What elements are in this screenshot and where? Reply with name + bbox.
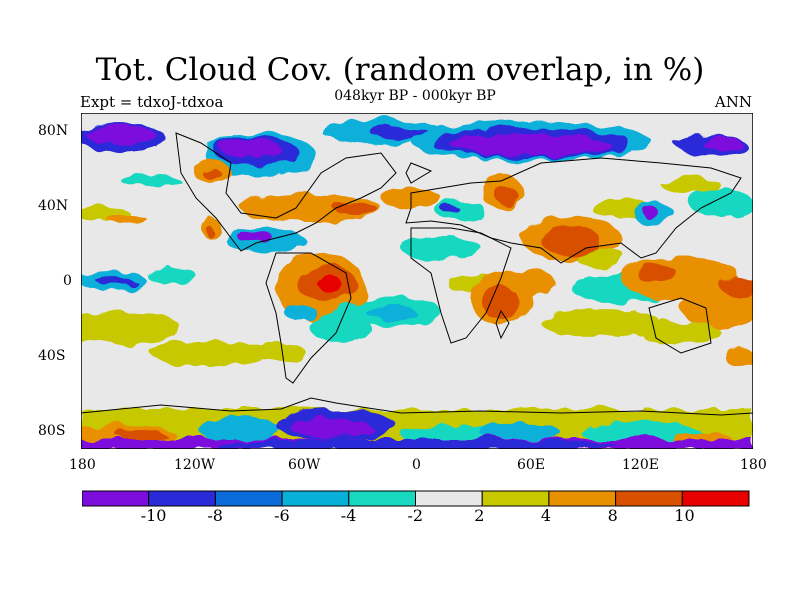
colorbar-label: 10 [674, 506, 695, 525]
season-label: ANN [714, 93, 752, 111]
lat-label-80n: 80N [38, 123, 69, 139]
lat-label-0: 0 [63, 273, 72, 289]
lat-label-80s: 80S [38, 423, 66, 439]
map-subtitle: 048kyr BP - 000kyr BP [334, 88, 496, 104]
colorbar-label: -8 [207, 506, 223, 525]
map-title: Tot. Cloud Cov. (random overlap, in %) [95, 52, 705, 88]
colorbar [82, 490, 750, 507]
colorbar-label: -10 [140, 506, 167, 525]
colorbar-swatch [348, 490, 416, 507]
anomaly-field [81, 119, 753, 449]
lon-label-180w: 180 [69, 457, 96, 473]
cloud-cover-map [81, 113, 753, 449]
colorbar-label: 4 [540, 506, 552, 525]
lat-label-40s: 40S [38, 348, 66, 364]
lon-label-60e: 60E [517, 457, 546, 473]
colorbar-swatch [281, 490, 350, 507]
colorbar-swatch [82, 490, 150, 507]
colorbar-swatch [681, 490, 750, 507]
colorbar-swatch [415, 490, 483, 507]
lon-label-120w: 120W [174, 457, 216, 473]
colorbar-label: 2 [474, 506, 485, 525]
colorbar-label: 8 [607, 506, 618, 525]
colorbar-swatch [214, 490, 283, 507]
lon-label-120e: 120E [622, 457, 659, 473]
colorbar-swatch [548, 490, 617, 507]
experiment-label: Expt = tdxoJ-tdxoa [80, 93, 224, 111]
colorbar-swatch [481, 490, 550, 507]
lon-label-60w: 60W [288, 457, 321, 473]
colorbar-swatch [148, 490, 216, 507]
lon-label-0: 0 [412, 457, 421, 473]
lon-label-180e: 180 [740, 457, 767, 473]
lat-label-40n: 40N [38, 198, 69, 214]
colorbar-label: -2 [407, 506, 424, 525]
colorbar-swatch [615, 490, 683, 507]
coastlines [81, 132, 753, 416]
colorbar-label: -4 [340, 506, 357, 525]
colorbar-label: -6 [274, 506, 290, 525]
